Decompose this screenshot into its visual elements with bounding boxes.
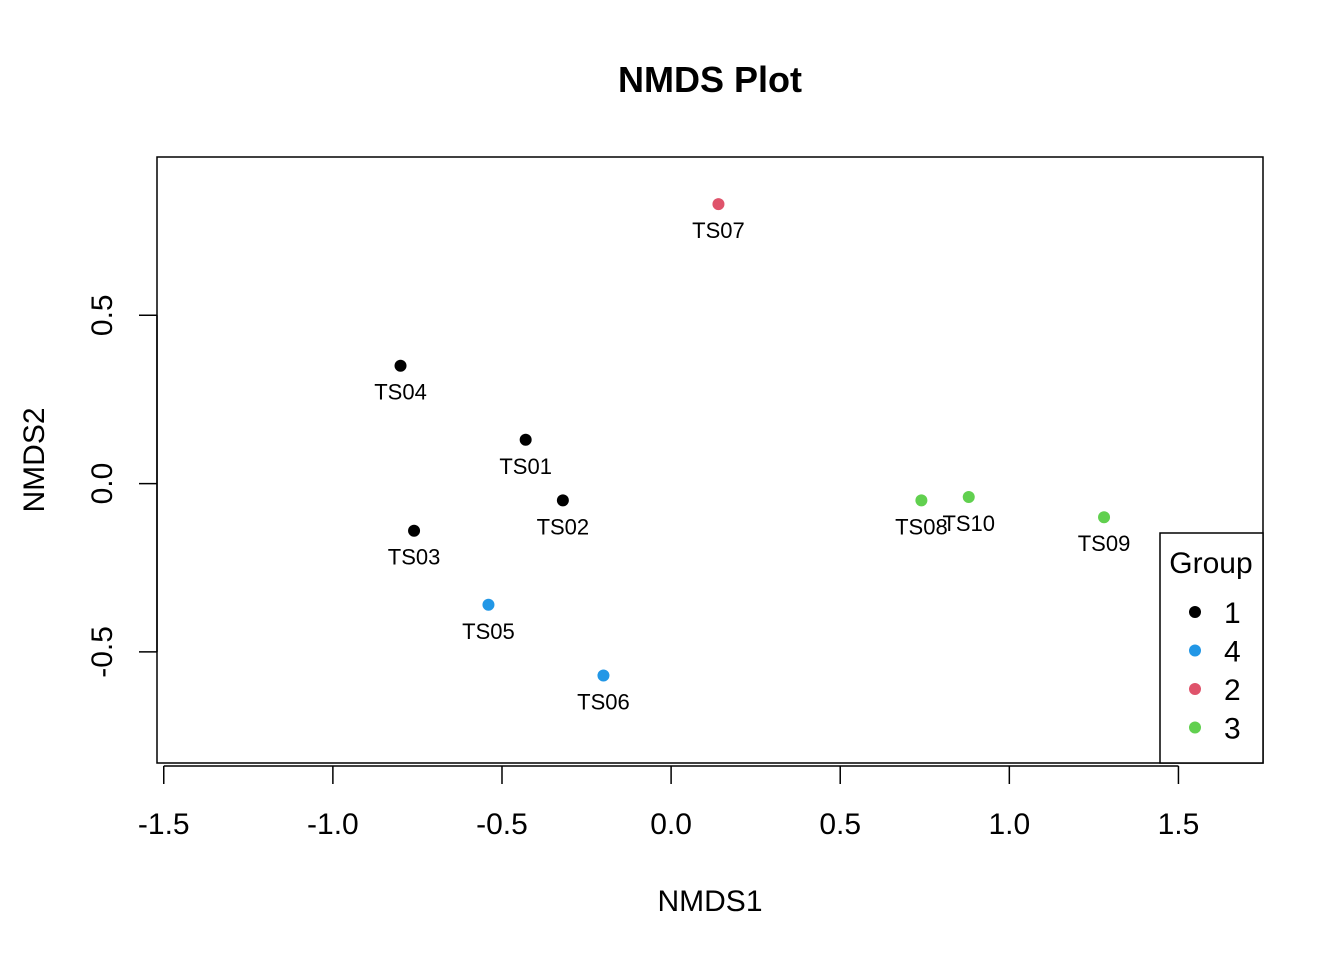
data-point-ts09 xyxy=(1098,511,1111,524)
data-point-ts04 xyxy=(394,359,407,372)
legend: Group 1 4 2 3 xyxy=(1159,532,1264,764)
chart-title: NMDS Plot xyxy=(618,59,802,100)
legend-box xyxy=(1159,532,1264,764)
data-point-ts07 xyxy=(712,198,725,211)
point-label-ts02: TS02 xyxy=(537,514,590,539)
data-point-ts10 xyxy=(962,491,975,504)
plot-frame xyxy=(156,156,1264,764)
x-tick-label: 1.5 xyxy=(1158,808,1200,841)
legend-entries: 1 4 2 3 xyxy=(1189,597,1241,746)
y-axis: -0.5 0.0 0.5 xyxy=(86,294,158,678)
legend-marker-1 xyxy=(1189,606,1201,618)
legend-label-1: 1 xyxy=(1224,597,1241,630)
data-point-ts06 xyxy=(597,669,610,682)
x-axis: -1.5 -1.0 -0.5 0.0 0.5 1.0 1.5 xyxy=(138,765,1200,841)
y-tick-label: 0.0 xyxy=(86,463,119,505)
x-tick-label: -1.0 xyxy=(307,808,359,841)
y-axis-label: NMDS2 xyxy=(18,407,51,512)
y-tick-label: 0.5 xyxy=(86,294,119,336)
data-point-ts08 xyxy=(915,494,928,507)
x-tick-label: 0.5 xyxy=(819,808,861,841)
point-label-ts03: TS03 xyxy=(388,545,441,570)
point-label-ts04: TS04 xyxy=(374,380,427,405)
legend-title: Group xyxy=(1169,547,1252,580)
point-label-ts07: TS07 xyxy=(692,218,745,243)
data-point-ts05 xyxy=(482,598,495,611)
y-tick-label: -0.5 xyxy=(86,626,119,678)
legend-marker-4 xyxy=(1189,644,1201,657)
data-point-ts02 xyxy=(556,494,569,507)
x-axis-label: NMDS1 xyxy=(657,885,762,918)
point-label-ts09: TS09 xyxy=(1078,531,1131,556)
point-labels: TS01 TS02 TS03 TS04 TS05 TS06 TS07 TS08 TS09 TS10 xyxy=(374,218,1130,714)
point-label-ts10: TS10 xyxy=(942,511,995,536)
data-point-ts01 xyxy=(519,433,532,446)
point-label-ts05: TS05 xyxy=(462,619,515,644)
x-tick-label: 1.0 xyxy=(988,808,1030,841)
x-tick-label: 0.0 xyxy=(650,808,692,841)
legend-label-4: 4 xyxy=(1224,636,1241,669)
point-label-ts06: TS06 xyxy=(577,689,630,714)
point-label-ts08: TS08 xyxy=(895,514,948,539)
legend-marker-2 xyxy=(1189,683,1201,695)
legend-marker-3 xyxy=(1189,721,1201,734)
data-points xyxy=(394,198,1111,682)
x-tick-label: -0.5 xyxy=(476,808,528,841)
x-tick-label: -1.5 xyxy=(138,808,190,841)
point-label-ts01: TS01 xyxy=(499,454,552,479)
legend-label-2: 2 xyxy=(1224,674,1241,707)
data-point-ts03 xyxy=(408,524,421,537)
legend-label-3: 3 xyxy=(1224,713,1241,746)
